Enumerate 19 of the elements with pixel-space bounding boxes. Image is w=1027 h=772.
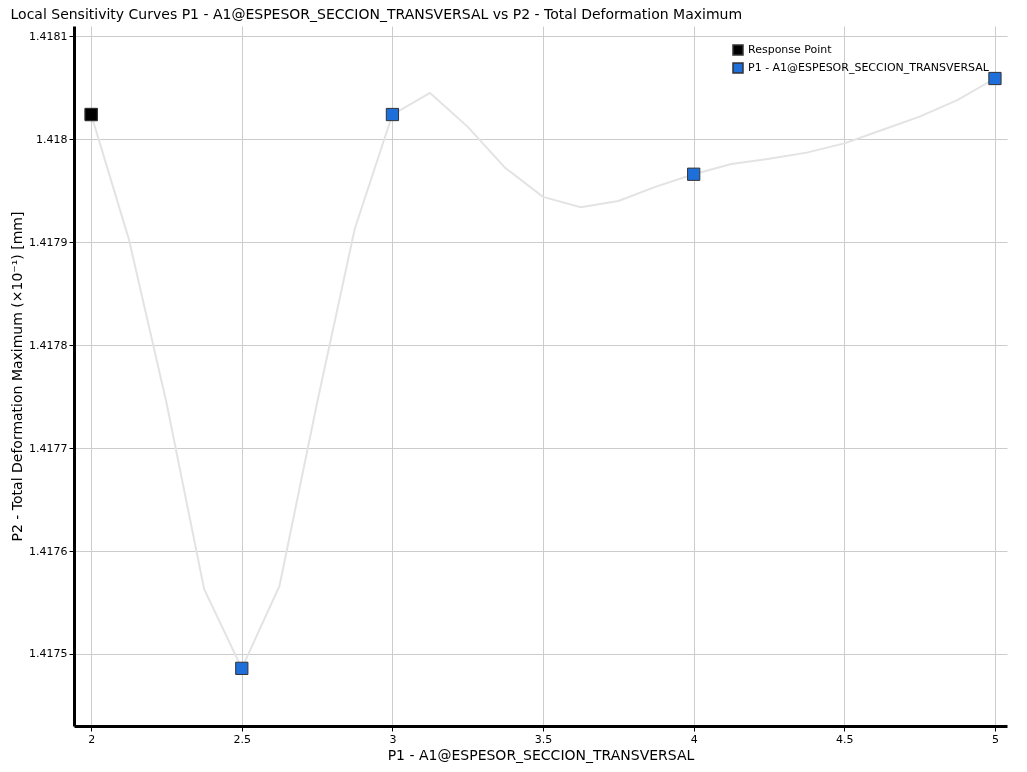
y-axis-title: P2 - Total Deformation Maximum (×10⁻¹) [mm]	[9, 211, 26, 542]
legend-label: P1 - A1@ESPESOR_SECCION_TRANSVERSAL	[748, 61, 990, 74]
x-tick-label: 2.5	[233, 732, 252, 746]
chart-title: Local Sensitivity Curves P1 - A1@ESPESOR_SECCION_TRANSVERSAL vs P2 - Total Deformation Maximum	[10, 6, 743, 22]
y-tick-label: 1.4178	[29, 338, 68, 352]
x-tick-label: 5	[991, 732, 999, 746]
x-axis-title: P1 - A1@ESPESOR_SECCION_TRANSVERSAL	[387, 746, 695, 763]
x-tick-label: 3.5	[534, 732, 553, 746]
y-tick-label: 1.4179	[29, 235, 68, 249]
x-tick-label: 4	[690, 732, 698, 746]
y-tick-label: 1.418	[36, 132, 68, 146]
x-tick-label: 2	[88, 732, 96, 746]
x-tick-label: 4.5	[836, 732, 854, 746]
x-tick-label: 3	[389, 732, 397, 746]
legend-label: Response Point	[748, 43, 833, 56]
y-tick-label: 1.4176	[29, 544, 68, 558]
y-tick-label: 1.4181	[29, 29, 68, 43]
y-tick-label: 1.4177	[29, 441, 68, 455]
y-tick-label: 1.4175	[29, 647, 68, 661]
